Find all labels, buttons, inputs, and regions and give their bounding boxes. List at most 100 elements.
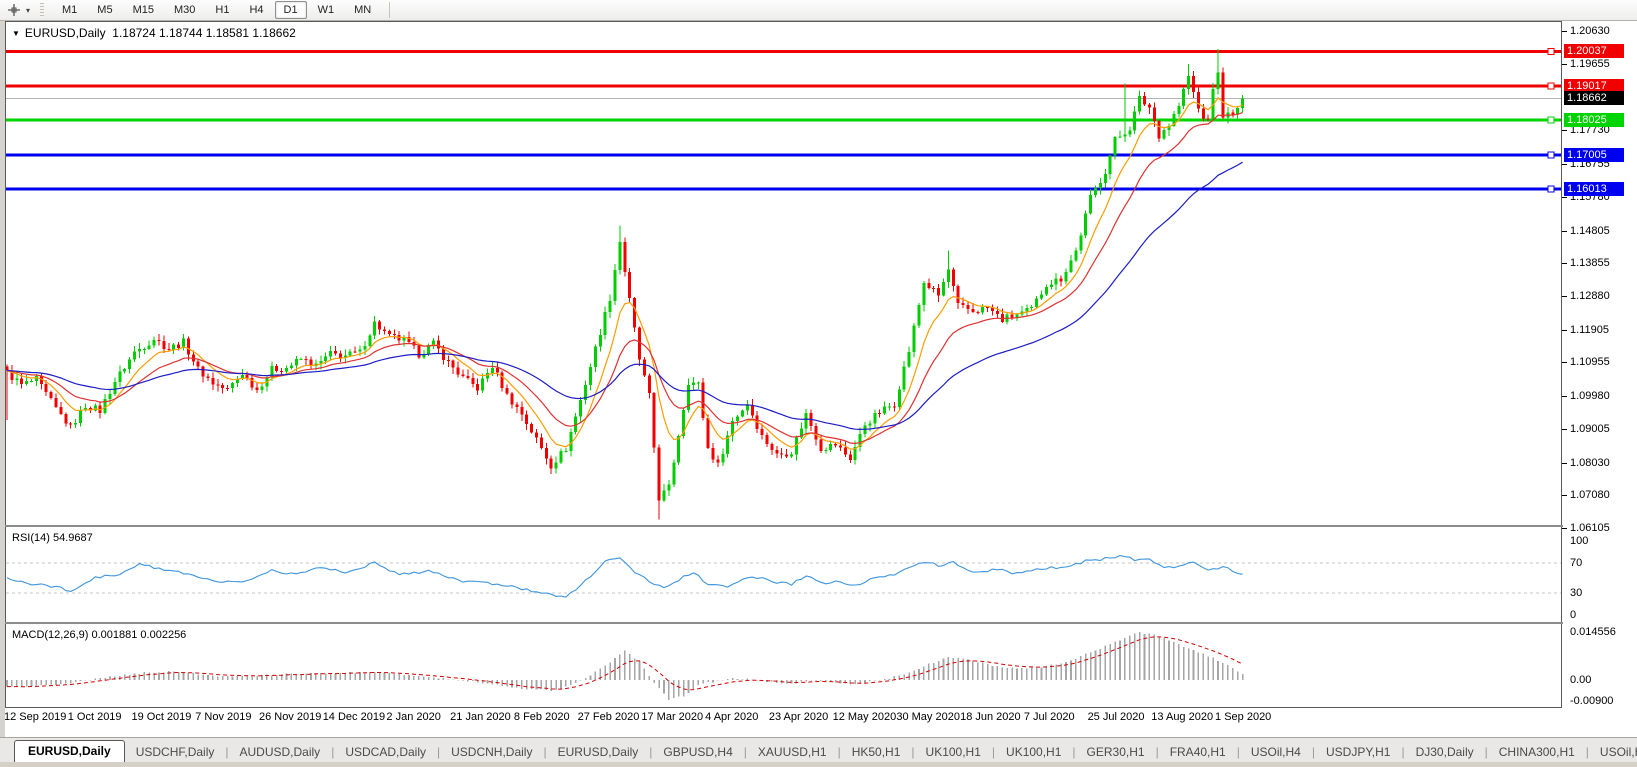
panel-splitter[interactable]: [5, 525, 1563, 527]
macd-axis-label: 0.014556: [1570, 625, 1616, 638]
chart-ohlc-values: 1.18724 1.18744 1.18581 1.18662: [112, 26, 296, 40]
chart-tab-fra40-h1[interactable]: FRA40,H1: [1169, 745, 1226, 759]
main-price-chart[interactable]: [5, 20, 1563, 526]
price-tick-label: 1.09980: [1570, 389, 1610, 402]
support-hline[interactable]: [6, 118, 1561, 122]
macd-indicator-panel[interactable]: [5, 624, 1563, 708]
timeframe-button-w1[interactable]: W1: [317, 4, 335, 16]
resistance-hline[interactable]: [6, 49, 1561, 53]
hline-price-box: 1.16013: [1564, 182, 1624, 197]
price-tick-label: 1.13855: [1570, 257, 1610, 270]
chart-tab-usdjpy-h1[interactable]: USDJPY,H1: [1325, 745, 1391, 759]
chart-tab-hk50-h1[interactable]: HK50,H1: [851, 745, 901, 759]
toolbar: ▾ M1 M5 M15 M30 H1 H4 D1 W1 MN: [0, 0, 1637, 21]
tab-divider: |: [1311, 745, 1315, 759]
tab-divider: |: [1236, 745, 1240, 759]
resistance-hline[interactable]: [6, 84, 1561, 88]
price-tick-label: 1.07080: [1570, 489, 1610, 502]
time-axis-label: 7 Nov 2019: [195, 711, 252, 723]
price-tick-label: 1.17730: [1570, 124, 1610, 137]
price-axis: 1.20630 1.19655 1.17730 1.16755 1.15780 1.148…: [1562, 0, 1637, 710]
timeframe-button-mn[interactable]: MN: [354, 4, 372, 16]
timeframe-buttons: M1 M5 M15 M30 H1 H4 D1 W1 MN: [52, 1, 381, 19]
timeframe-button-h1[interactable]: H1: [215, 4, 230, 16]
time-axis: 12 Sep 2019 1 Oct 2019 19 Oct 2019 7 Nov 20…: [0, 711, 1637, 727]
tab-divider: |: [331, 745, 335, 759]
price-tick-mark: [1562, 362, 1567, 364]
chart-tab-uk100-h1[interactable]: UK100,H1: [1006, 745, 1062, 759]
timeframe-button-m1[interactable]: M1: [62, 4, 78, 16]
chart-tab-gbpusd-h4[interactable]: GBPUSD,H4: [663, 745, 733, 759]
chart-tab-ger30-h1[interactable]: GER30,H1: [1086, 745, 1145, 759]
price-tick-mark: [1562, 197, 1567, 199]
time-axis-label: 2 Jan 2020: [386, 711, 441, 723]
time-axis-label: 19 Oct 2019: [131, 711, 192, 723]
chart-tab-china300-h1[interactable]: CHINA300,H1: [1498, 745, 1575, 759]
chart-menu-arrow-icon[interactable]: ▼: [12, 29, 20, 38]
timeframe-button-d1[interactable]: D1: [274, 1, 307, 19]
price-tick-label: 1.12880: [1570, 290, 1610, 303]
price-tick-label: 1.14805: [1570, 224, 1610, 237]
tab-divider: |: [225, 745, 229, 759]
chart-tab-usdcad-daily[interactable]: USDCAD,Daily: [345, 745, 426, 759]
chart-tab-dj30-daily[interactable]: DJ30,Daily: [1415, 745, 1474, 759]
time-axis-label: 7 Jul 2020: [1023, 711, 1075, 723]
fast-ma-line: [6, 96, 1243, 450]
tab-divider: |: [911, 745, 915, 759]
time-axis-label: 12 May 2020: [832, 711, 897, 723]
time-axis-label: 17 Mar 2020: [641, 711, 704, 723]
support-hline[interactable]: [6, 187, 1561, 191]
medium-ma-line: [6, 112, 1243, 445]
rsi-axis-label: 100: [1570, 535, 1589, 547]
crosshair-icon[interactable]: [3, 2, 25, 18]
panel-splitter[interactable]: [5, 622, 1563, 624]
time-axis-label: 4 Apr 2020: [705, 711, 759, 723]
chart-tab-xauusd-h1[interactable]: XAUUSD,H1: [757, 745, 827, 759]
chart-tab-eurusd-daily[interactable]: EURUSD,Daily: [557, 745, 639, 759]
tab-divider: |: [543, 745, 547, 759]
rsi-indicator-panel[interactable]: [5, 527, 1563, 622]
time-axis-label: 21 Jan 2020: [450, 711, 511, 723]
price-tick-mark: [1562, 230, 1567, 232]
timeframe-button-m15[interactable]: M15: [132, 4, 154, 16]
chart-tab-eurusd-daily[interactable]: EURUSD,Daily: [14, 740, 125, 763]
tab-divider: |: [1585, 745, 1589, 759]
tool-dropdown-caret-icon[interactable]: ▾: [26, 5, 31, 15]
time-axis-label: 13 Aug 2020: [1151, 711, 1214, 723]
timeframe-button-h4[interactable]: H4: [249, 4, 264, 16]
timeframe-button-m5[interactable]: M5: [97, 4, 113, 16]
rsi-line: [6, 554, 1243, 598]
price-tick-mark: [1562, 495, 1567, 497]
price-tick-mark: [1562, 130, 1567, 132]
chart-tab-usdchf-daily[interactable]: USDCHF,Daily: [135, 745, 215, 759]
tab-divider: |: [649, 745, 653, 759]
macd-axis-label: -0.00900: [1570, 695, 1614, 707]
price-tick-label: 1.08030: [1570, 456, 1610, 469]
time-axis-label: 23 Apr 2020: [768, 711, 829, 723]
rsi-axis-label: 30: [1570, 586, 1583, 599]
chart-title: ▼ EURUSD,Daily 1.18724 1.18744 1.18581 1.…: [12, 26, 296, 40]
macd-histogram: [6, 631, 1244, 700]
chart-tab-usoil-h1[interactable]: USOil,H1: [1599, 745, 1637, 759]
timeframe-button-m30[interactable]: M30: [173, 4, 196, 16]
status-strip: [0, 762, 1637, 767]
tab-divider: |: [1484, 745, 1488, 759]
tab-divider: |: [1155, 745, 1159, 759]
chart-tab-usoil-h4[interactable]: USOil,H4: [1250, 745, 1301, 759]
price-tick-mark: [1562, 329, 1567, 331]
candlestick-series: [5, 48, 1245, 520]
tab-divider: |: [437, 745, 441, 759]
chart-tab-audusd-daily[interactable]: AUDUSD,Daily: [239, 745, 321, 759]
support-hline[interactable]: [6, 153, 1561, 157]
macd-axis-label: 0.00: [1570, 674, 1592, 686]
chart-tab-usdcnh-daily[interactable]: USDCNH,Daily: [451, 745, 533, 759]
toolbar-grip[interactable]: [40, 3, 45, 17]
chart-tab-uk100-h1[interactable]: UK100,H1: [925, 745, 981, 759]
rsi-label: RSI(14) 54.9687: [12, 532, 93, 544]
rsi-axis-label: 70: [1570, 557, 1583, 570]
tab-divider: |: [743, 745, 747, 759]
horizontal-lines: [6, 47, 1561, 193]
price-tick-mark: [1562, 64, 1567, 66]
time-axis-label: 26 Nov 2019: [258, 711, 322, 723]
